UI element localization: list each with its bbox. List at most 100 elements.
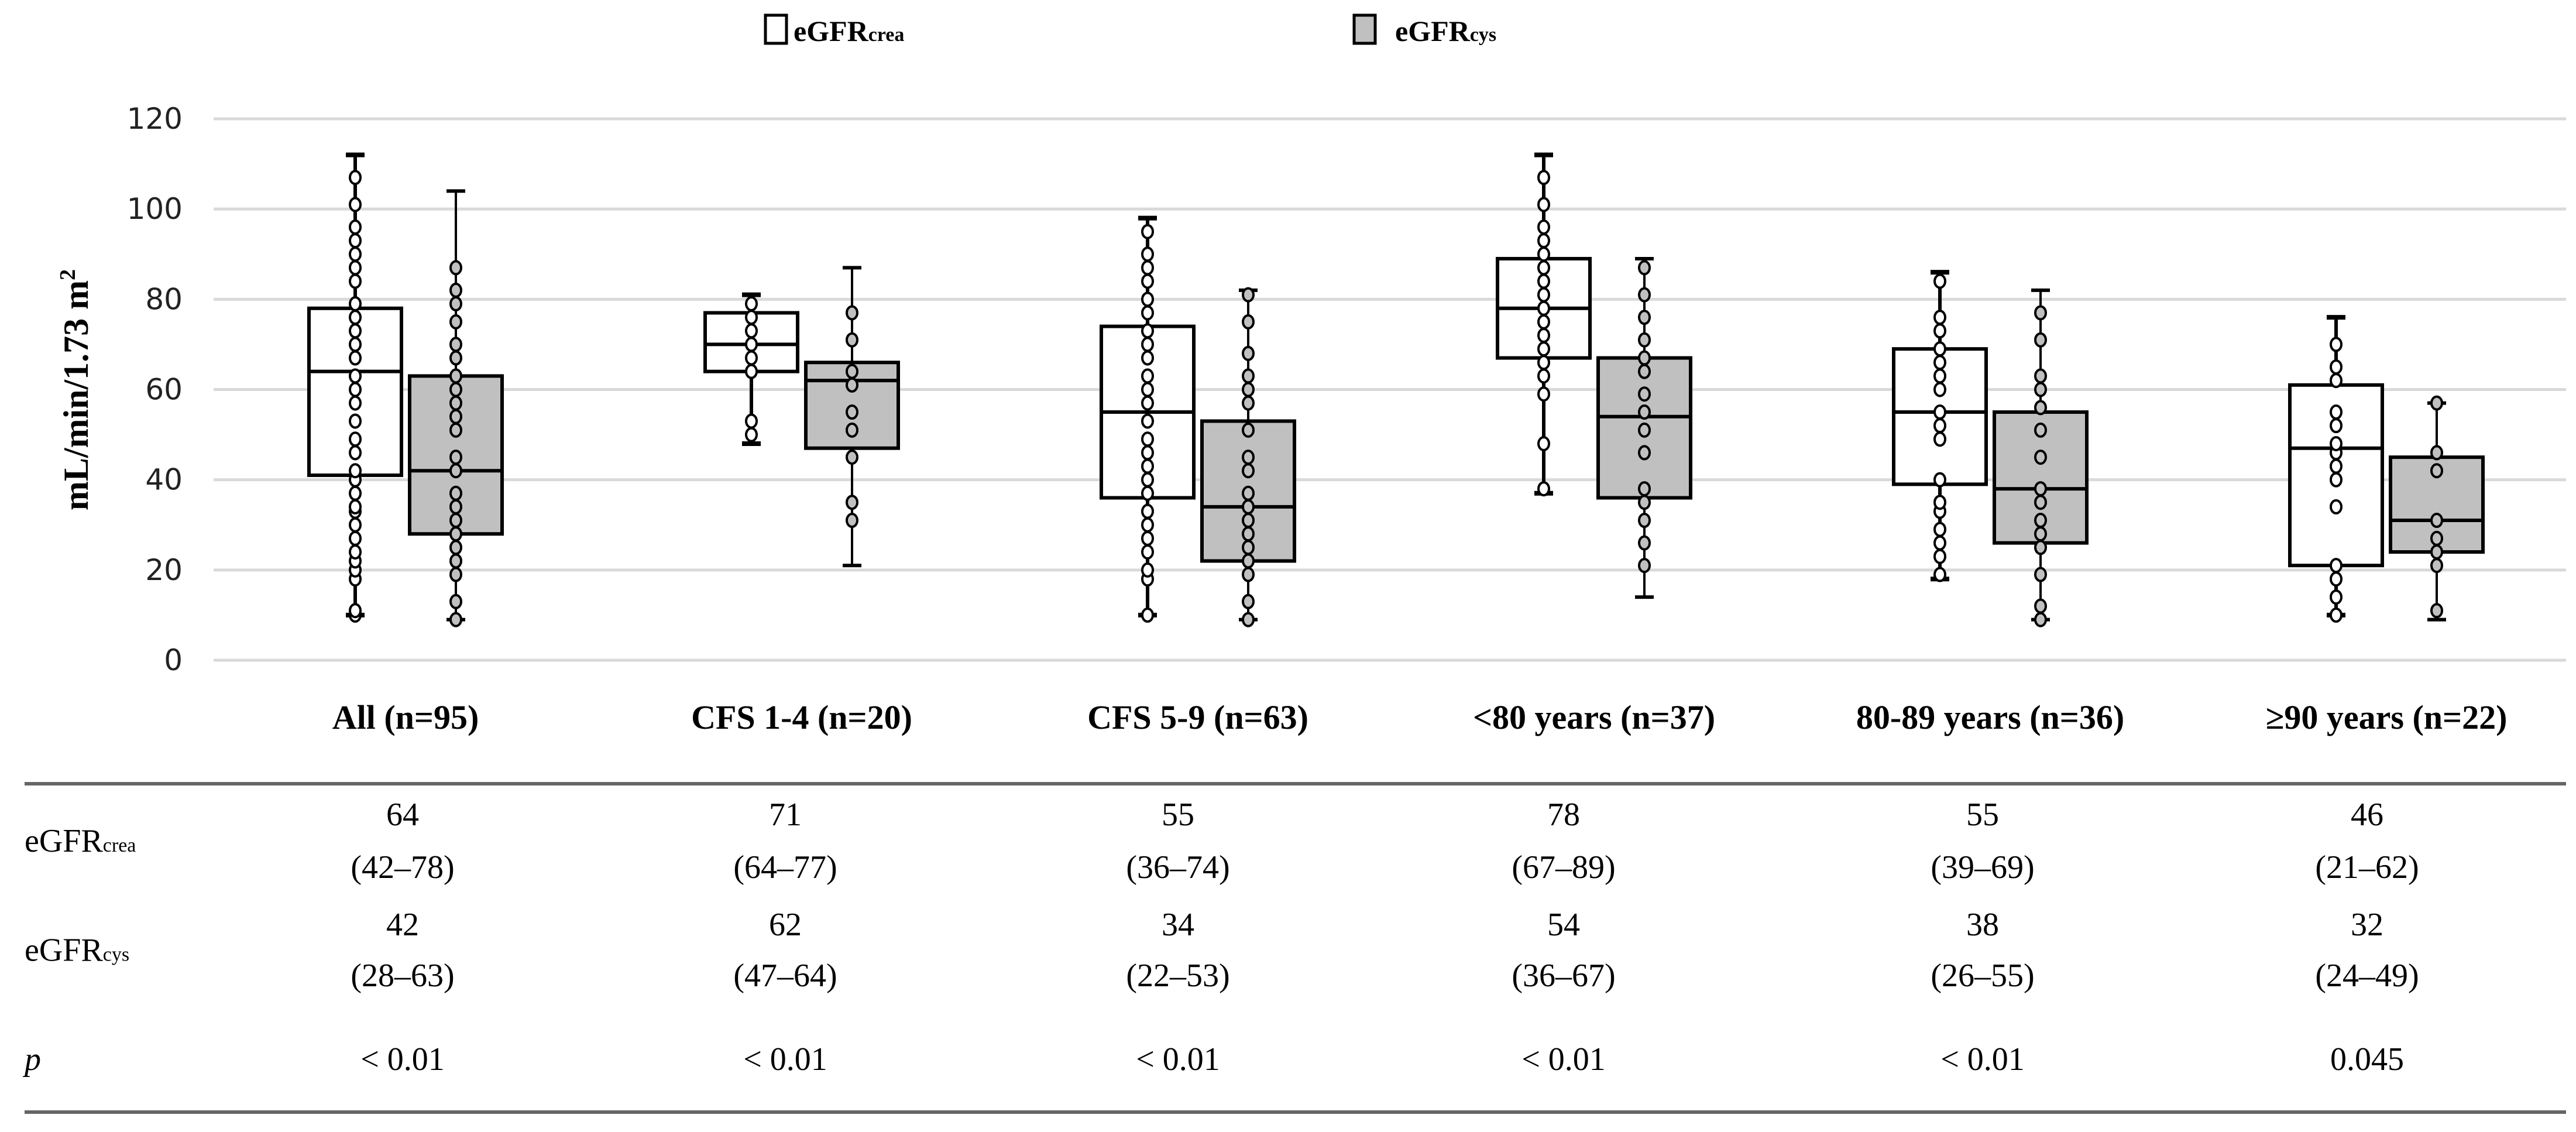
data-point	[1242, 553, 1255, 569]
data-point	[1933, 535, 1946, 551]
data-point	[1242, 287, 1255, 303]
data-point	[2034, 540, 2047, 555]
category-label: CFS 5-9 (n=63)	[1087, 698, 1308, 736]
box-eGFRcys-3	[1596, 256, 1692, 599]
data-point	[745, 413, 758, 429]
data-point	[349, 323, 362, 339]
median-cell: 55	[1162, 797, 1194, 833]
data-point	[1537, 314, 1550, 330]
data-point	[1242, 450, 1255, 465]
data-point	[449, 553, 462, 569]
data-point	[2034, 495, 2047, 510]
category-label: 80-89 years (n=36)	[1856, 698, 2124, 736]
data-point	[1933, 472, 1946, 488]
iqr-cell: (28–63)	[351, 958, 454, 994]
data-point	[2430, 558, 2443, 574]
data-point	[349, 499, 362, 514]
data-point	[1638, 481, 1651, 497]
data-point	[2034, 450, 2047, 465]
data-point	[349, 246, 362, 262]
data-point	[1638, 386, 1651, 402]
box-eGFRcrea-4	[1892, 270, 1988, 582]
data-point	[745, 337, 758, 352]
data-point	[846, 513, 858, 529]
data-point	[349, 431, 362, 447]
data-point	[1933, 495, 1946, 510]
data-point	[1537, 328, 1550, 343]
data-point	[2034, 400, 2047, 416]
data-point	[1537, 246, 1550, 262]
data-point	[1242, 594, 1255, 609]
data-point	[1933, 418, 1946, 434]
box-eGFRcrea-1	[703, 292, 799, 446]
data-point	[1933, 382, 1946, 397]
data-point	[1141, 544, 1154, 560]
data-point	[1242, 499, 1255, 514]
data-point	[349, 273, 362, 289]
data-point	[2034, 382, 2047, 397]
iqr-cell: (67–89)	[1512, 849, 1615, 886]
data-point	[1933, 522, 1946, 537]
data-point	[1537, 233, 1550, 249]
data-point	[2430, 544, 2443, 560]
data-point	[1141, 503, 1154, 519]
data-point	[1141, 337, 1154, 352]
data-point	[1933, 567, 1946, 582]
data-point	[349, 233, 362, 249]
data-point	[449, 296, 462, 312]
data-point	[1242, 368, 1255, 384]
data-point	[1141, 607, 1154, 623]
data-point	[1141, 445, 1154, 461]
iqr-cell: (21–62)	[2315, 849, 2419, 886]
data-point	[449, 499, 462, 514]
data-point	[1141, 413, 1154, 429]
row-label-cys: eGFRcys	[25, 932, 129, 969]
data-point	[2330, 589, 2343, 605]
data-point	[1242, 382, 1255, 397]
data-point	[2330, 472, 2343, 488]
legend-label-crea: eGFRcrea	[794, 15, 904, 47]
data-point	[2430, 445, 2443, 461]
data-point	[349, 463, 362, 479]
data-point	[1638, 287, 1651, 303]
data-point	[349, 197, 362, 212]
data-point	[2430, 603, 2443, 619]
data-point	[2430, 463, 2443, 479]
iqr-cell: (36–74)	[1126, 849, 1229, 886]
data-point	[349, 382, 362, 397]
data-point	[745, 427, 758, 442]
data-point	[2330, 436, 2343, 451]
data-point	[1141, 260, 1154, 276]
data-point	[1141, 458, 1154, 474]
data-point	[1242, 612, 1255, 627]
data-point	[1141, 246, 1154, 262]
data-point	[846, 450, 858, 465]
legend-swatch-crea	[764, 13, 788, 45]
data-point	[1141, 382, 1154, 397]
data-point	[449, 260, 462, 276]
data-point	[2034, 526, 2047, 542]
median-cell: 32	[2351, 907, 2383, 943]
data-point	[349, 350, 362, 366]
data-point	[1638, 404, 1651, 420]
box-eGFRcys-0	[408, 189, 504, 627]
p-value-cell: < 0.01	[743, 1041, 827, 1078]
data-point	[449, 282, 462, 298]
box-eGFRcys-2	[1200, 287, 1296, 627]
median-cell: 71	[769, 797, 802, 833]
summary-table: eGFRcrea 64 (42–78) 71 (64–77) 55 (36–74) 78 (67…	[22, 797, 2419, 1078]
data-point	[846, 305, 858, 321]
data-point	[1638, 495, 1651, 510]
data-point	[349, 485, 362, 501]
data-point	[1141, 305, 1154, 321]
data-point	[2330, 458, 2343, 474]
data-point	[745, 310, 758, 325]
data-point	[349, 517, 362, 533]
data-point	[1141, 323, 1154, 339]
data-point	[1638, 260, 1651, 276]
data-point	[1537, 436, 1550, 451]
data-point	[2330, 404, 2343, 420]
data-point	[1141, 273, 1154, 289]
data-point	[846, 495, 858, 510]
